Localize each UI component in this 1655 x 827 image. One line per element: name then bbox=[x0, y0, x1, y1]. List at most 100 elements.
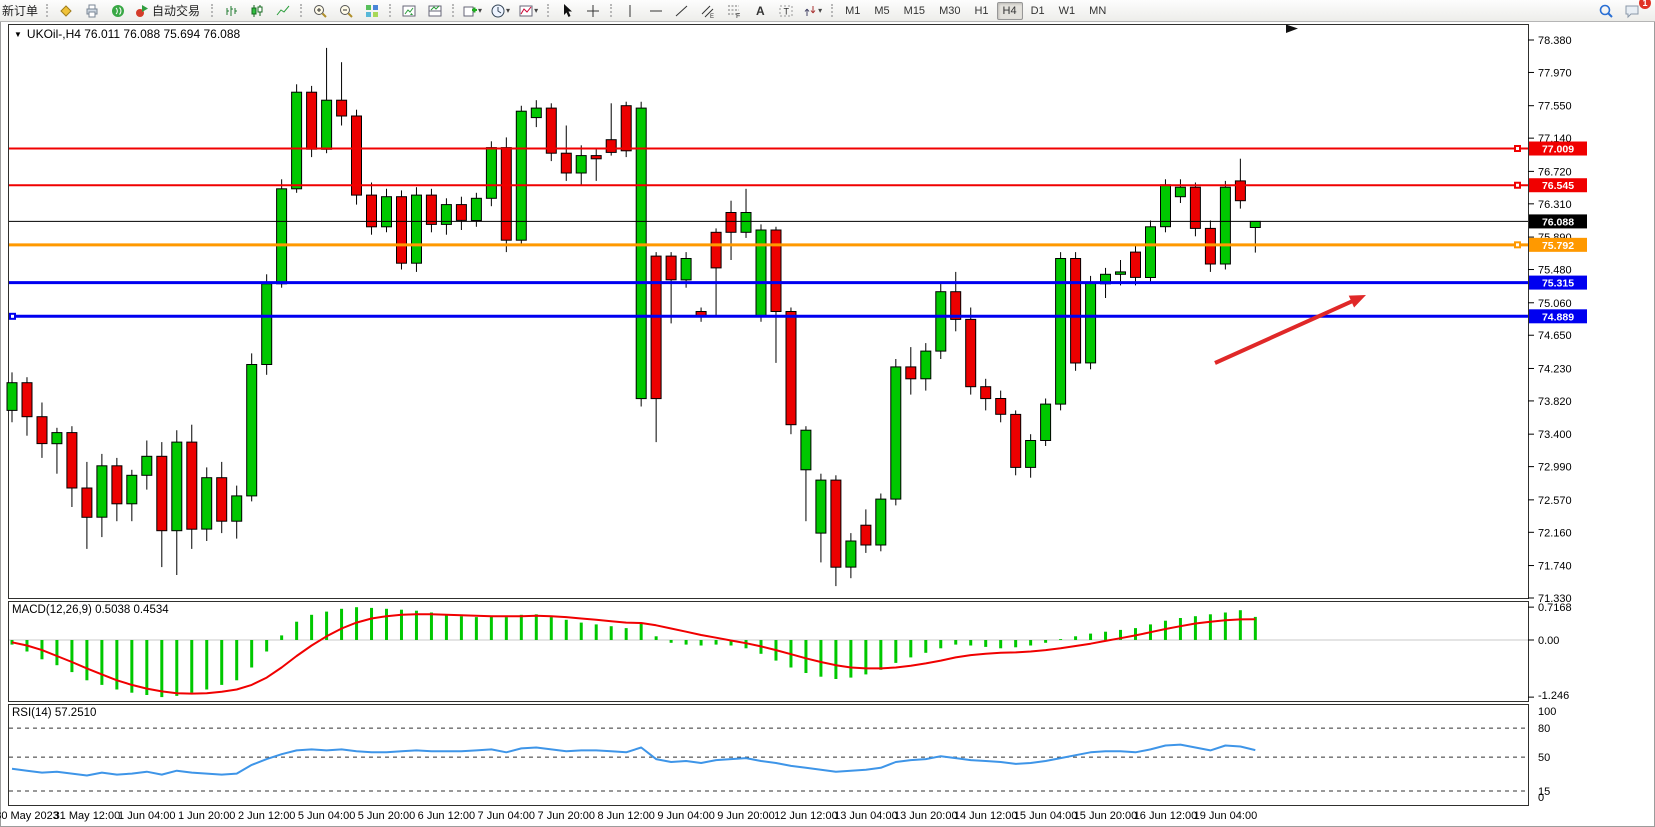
timeframe-H1[interactable]: H1 bbox=[974, 4, 989, 17]
macd-histogram bbox=[10, 607, 1257, 698]
arrows-shapes-icon[interactable]: ▾ bbox=[799, 1, 827, 20]
equidistant-channel-icon[interactable]: E bbox=[695, 1, 721, 20]
crosshair-icon[interactable] bbox=[580, 1, 606, 20]
svg-text:72.990: 72.990 bbox=[1538, 462, 1572, 474]
svg-text:75.315: 75.315 bbox=[1542, 278, 1574, 290]
timeframe-M1[interactable]: M1 bbox=[845, 4, 861, 17]
timeframe-MN[interactable]: MN bbox=[1089, 4, 1107, 17]
rsi-indicator-label: RSI(14) 57.2510 bbox=[12, 707, 97, 719]
svg-text:19 Jun 04:00: 19 Jun 04:00 bbox=[1194, 810, 1258, 822]
line-chart-icon[interactable] bbox=[270, 1, 296, 20]
price-tag: 74.889 bbox=[1529, 309, 1587, 324]
trendline-icon[interactable] bbox=[669, 1, 695, 20]
vertical-line-icon[interactable] bbox=[617, 1, 643, 20]
macd-signal-line bbox=[11, 613, 1256, 695]
clock-icon[interactable]: ▾ bbox=[487, 1, 515, 20]
svg-text:6 Jun 12:00: 6 Jun 12:00 bbox=[418, 810, 476, 822]
toolbar-group-objects: E F A T ▾ bbox=[606, 0, 827, 21]
svg-text:74.230: 74.230 bbox=[1538, 363, 1572, 375]
timeframe-M5[interactable]: M5 bbox=[874, 4, 890, 17]
timeframe-D1[interactable]: D1 bbox=[1030, 4, 1045, 17]
macd-pane: 0.7168 0.00 -1.246 bbox=[9, 602, 1572, 702]
annotation-arrow bbox=[1214, 295, 1366, 365]
horizontal-line-icon[interactable] bbox=[643, 1, 669, 20]
template-icon[interactable]: ▾ bbox=[515, 1, 543, 20]
svg-text:72.570: 72.570 bbox=[1538, 495, 1572, 507]
price-tag: 75.315 bbox=[1529, 275, 1587, 290]
printer-icon[interactable] bbox=[79, 1, 105, 20]
fibonacci-icon[interactable]: F bbox=[721, 1, 747, 20]
svg-text:F: F bbox=[736, 13, 740, 19]
toolbar-group-cursor bbox=[543, 0, 606, 21]
zoom-out-icon[interactable] bbox=[333, 1, 359, 20]
gold-bars-icon[interactable] bbox=[53, 1, 79, 20]
candlestick-chart-icon[interactable] bbox=[244, 1, 270, 20]
svg-text:14 Jun 12:00: 14 Jun 12:00 bbox=[954, 810, 1018, 822]
toolbar-grip bbox=[610, 4, 613, 17]
toolbar-group-trade: 新订单 自动交易 bbox=[0, 0, 207, 21]
price-tag: 77.009 bbox=[1529, 141, 1587, 156]
rsi-pane: 100 80 50 150 bbox=[9, 706, 1556, 804]
scroll-marker-icon bbox=[1286, 24, 1298, 33]
indicator-window-icon[interactable] bbox=[396, 1, 422, 20]
chat-button[interactable]: 1 bbox=[1619, 0, 1651, 20]
rsi-line bbox=[11, 743, 1256, 777]
toolbar-group-timeframes: M1 M5 M15 M30 H1 H4 D1 W1 MN bbox=[827, 0, 1113, 21]
auto-trading-label: 自动交易 bbox=[152, 4, 201, 18]
search-icon[interactable] bbox=[1593, 1, 1619, 20]
svg-text:31 May 12:00: 31 May 12:00 bbox=[54, 810, 121, 822]
svg-text:0: 0 bbox=[1538, 792, 1544, 804]
toolbar-grip bbox=[211, 4, 214, 17]
svg-text:7 Jun 20:00: 7 Jun 20:00 bbox=[538, 810, 596, 822]
svg-text:50: 50 bbox=[1538, 752, 1550, 764]
symbol-dropdown-icon[interactable]: ▼ bbox=[14, 30, 22, 39]
svg-text:8 Jun 12:00: 8 Jun 12:00 bbox=[597, 810, 655, 822]
toolbar-grip bbox=[389, 4, 392, 17]
svg-text:73.820: 73.820 bbox=[1538, 396, 1572, 408]
svg-text:72.160: 72.160 bbox=[1538, 527, 1572, 539]
svg-text:2 Jun 12:00: 2 Jun 12:00 bbox=[238, 810, 296, 822]
svg-text:E: E bbox=[710, 14, 714, 19]
svg-text:71.740: 71.740 bbox=[1538, 561, 1572, 573]
toolbar-grip bbox=[452, 4, 455, 17]
add-indicator-icon[interactable]: ▾ bbox=[459, 1, 487, 20]
macd-indicator-label: MACD(12,26,9) 0.5038 0.4534 bbox=[12, 604, 169, 616]
svg-text:7 Jun 04:00: 7 Jun 04:00 bbox=[478, 810, 536, 822]
svg-text:9 Jun 04:00: 9 Jun 04:00 bbox=[657, 810, 715, 822]
tile-windows-icon[interactable] bbox=[359, 1, 385, 20]
auto-trading-button[interactable]: 自动交易 bbox=[131, 1, 207, 20]
toolbar-grip bbox=[547, 4, 550, 17]
svg-text:74.889: 74.889 bbox=[1542, 311, 1574, 323]
svg-text:77.970: 77.970 bbox=[1538, 67, 1572, 79]
chat-icon bbox=[1625, 5, 1639, 18]
svg-text:71.330: 71.330 bbox=[1538, 593, 1572, 605]
chart-title: ▼ UKOil-,H4 76.011 76.088 75.694 76.088 bbox=[14, 27, 240, 41]
svg-text:1 Jun 04:00: 1 Jun 04:00 bbox=[118, 810, 176, 822]
svg-text:76.310: 76.310 bbox=[1538, 199, 1572, 211]
toolbar-group-zoom bbox=[296, 0, 385, 21]
timeframe-M30[interactable]: M30 bbox=[939, 4, 961, 17]
svg-text:5 Jun 20:00: 5 Jun 20:00 bbox=[358, 810, 416, 822]
svg-text:-1.246: -1.246 bbox=[1538, 690, 1569, 702]
svg-text:76.088: 76.088 bbox=[1542, 216, 1574, 228]
broadcast-icon[interactable] bbox=[105, 1, 131, 20]
svg-text:0.00: 0.00 bbox=[1538, 635, 1559, 647]
new-order-button[interactable]: 新订单 bbox=[2, 4, 39, 18]
pane-frames bbox=[8, 24, 1529, 806]
timeframe-W1[interactable]: W1 bbox=[1058, 4, 1076, 17]
indicator-window-alt-icon[interactable] bbox=[422, 1, 448, 20]
timeframe-H4[interactable]: H4 bbox=[996, 1, 1023, 20]
zoom-in-icon[interactable] bbox=[307, 1, 333, 20]
text-icon[interactable]: A bbox=[747, 1, 773, 20]
svg-text:75.060: 75.060 bbox=[1538, 298, 1572, 310]
cursor-icon[interactable] bbox=[554, 1, 580, 20]
price-tag: 76.088 bbox=[1529, 214, 1587, 229]
text-label-icon[interactable]: T bbox=[773, 1, 799, 20]
bar-chart-icon[interactable] bbox=[218, 1, 244, 20]
svg-text:15 Jun 20:00: 15 Jun 20:00 bbox=[1074, 810, 1138, 822]
timeframe-M15[interactable]: M15 bbox=[903, 4, 926, 17]
toolbar-group-add: ▾ ▾ ▾ bbox=[448, 0, 543, 21]
svg-text:T: T bbox=[784, 6, 790, 16]
